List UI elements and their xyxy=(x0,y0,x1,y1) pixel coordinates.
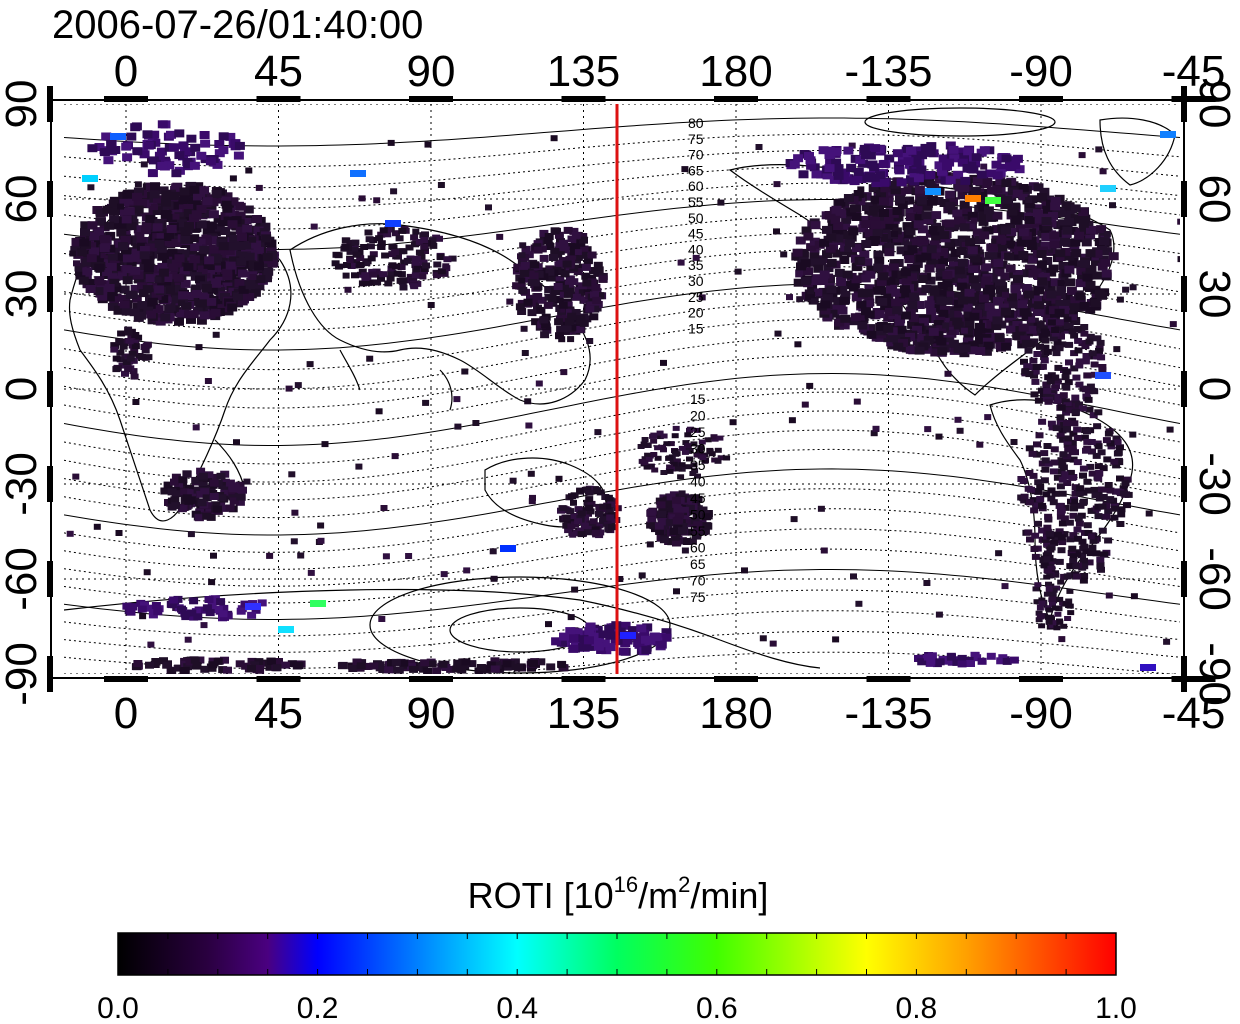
lon-tick-label: 135 xyxy=(547,47,620,96)
lon-tick-label: -45 xyxy=(1162,47,1226,96)
lon-tick-label: -135 xyxy=(844,689,932,738)
mag-lat-label: 70 xyxy=(688,147,704,163)
lat-tick-label: -30 xyxy=(1190,452,1239,516)
lat-tick-label: 90 xyxy=(1190,80,1239,129)
mag-lat-label: 70 xyxy=(690,573,706,589)
lon-tick-label: 180 xyxy=(699,47,772,96)
mag-lat-label: 50 xyxy=(690,507,706,523)
lat-tick-label: 60 xyxy=(1190,175,1239,224)
lon-tick-label: 45 xyxy=(254,47,303,96)
lon-tick-label: 0 xyxy=(114,47,138,96)
map-panel: 8075706560555045403530252015152025303540… xyxy=(47,86,1216,692)
mag-lat-label: 65 xyxy=(690,556,706,572)
lat-tick-label: 30 xyxy=(1190,270,1239,319)
mag-lat-label: 30 xyxy=(688,273,704,289)
colorbar-tick-labels: 0.0 0.2 0.4 0.6 0.8 1.0 xyxy=(97,992,1137,1024)
lat-tick-label: -90 xyxy=(0,642,46,706)
mag-lat-label: 15 xyxy=(688,320,704,336)
lon-tick-label: 90 xyxy=(407,47,456,96)
colorbar-tick-label: 0.4 xyxy=(496,992,538,1024)
lon-tick-label: 135 xyxy=(547,689,620,738)
bottom-longitude-axis: 0 45 90 135 180 -135 -90 -45 xyxy=(114,689,1226,738)
lon-tick-label: 45 xyxy=(254,689,303,738)
lon-tick-label: 90 xyxy=(407,689,456,738)
lon-tick-label: 0 xyxy=(114,689,138,738)
mag-lat-label: 25 xyxy=(690,424,706,440)
mag-lat-label: 60 xyxy=(688,178,704,194)
mag-lat-label: 40 xyxy=(688,241,704,257)
colorbar-gradient xyxy=(117,932,1117,976)
mag-lat-label: 80 xyxy=(688,115,704,131)
lon-tick-label: -135 xyxy=(844,47,932,96)
mag-lat-label: 40 xyxy=(690,474,706,490)
colorbar-tick-label: 1.0 xyxy=(1095,992,1137,1024)
mag-lat-label: 75 xyxy=(690,589,706,605)
lon-tick-label: -45 xyxy=(1162,689,1226,738)
colorbar-tick-label: 0.6 xyxy=(696,992,738,1024)
lat-tick-label: 0 xyxy=(0,377,46,401)
lat-tick-label: -30 xyxy=(0,452,46,516)
lat-tick-label: 90 xyxy=(0,80,46,129)
mag-lat-label: 55 xyxy=(688,194,704,210)
mag-lat-label: 20 xyxy=(690,408,706,424)
colorbar-tick-label: 0.8 xyxy=(896,992,938,1024)
lat-tick-label: -60 xyxy=(1190,547,1239,611)
mag-lat-label: 55 xyxy=(690,523,706,539)
mag-lat-label: 30 xyxy=(690,441,706,457)
mag-lat-label: 65 xyxy=(688,162,704,178)
mag-lat-label: 25 xyxy=(688,289,704,305)
colorbar: 0.0 0.2 0.4 0.6 0.8 1.0 xyxy=(97,932,1137,1024)
roti-data-pixels xyxy=(66,120,1180,674)
colorbar-title: ROTI [1016/m2/min] xyxy=(467,872,769,917)
lat-tick-label: 30 xyxy=(0,270,46,319)
mag-lat-label: 20 xyxy=(688,305,704,321)
mag-lat-label: 45 xyxy=(688,226,704,242)
mag-lat-label: 45 xyxy=(690,490,706,506)
mag-lat-label: 15 xyxy=(690,391,706,407)
colorbar-tick-label: 0.0 xyxy=(97,992,139,1024)
mag-lat-label: 35 xyxy=(690,457,706,473)
lat-tick-label: 60 xyxy=(0,175,46,224)
mag-lat-label: 50 xyxy=(688,210,704,226)
lon-tick-label: -90 xyxy=(1009,47,1073,96)
top-longitude-axis: 0 45 90 135 180 -135 -90 -45 xyxy=(114,47,1226,96)
mag-lat-label: 35 xyxy=(688,257,704,273)
lat-tick-label: 0 xyxy=(1190,377,1239,401)
magnetic-latitude-labels: 8075706560555045403530252015152025303540… xyxy=(688,115,706,605)
axis-edge-ticks xyxy=(47,86,1216,692)
right-latitude-axis: 90 60 30 0 -30 -60 -90 xyxy=(1190,80,1239,706)
lat-tick-label: -90 xyxy=(1190,642,1239,706)
mag-lat-label: 60 xyxy=(690,540,706,556)
lon-tick-label: -90 xyxy=(1009,689,1073,738)
colorbar-tick-label: 0.2 xyxy=(297,992,339,1024)
left-latitude-axis: 90 60 30 0 -30 -60 -90 xyxy=(0,80,46,706)
lat-tick-label: -60 xyxy=(0,547,46,611)
lon-tick-label: 180 xyxy=(699,689,772,738)
colorbar-minor-ticks xyxy=(167,933,1067,975)
mag-lat-label: 75 xyxy=(688,131,704,147)
timestamp-label: 2006-07-26/01:40:00 xyxy=(52,3,423,47)
